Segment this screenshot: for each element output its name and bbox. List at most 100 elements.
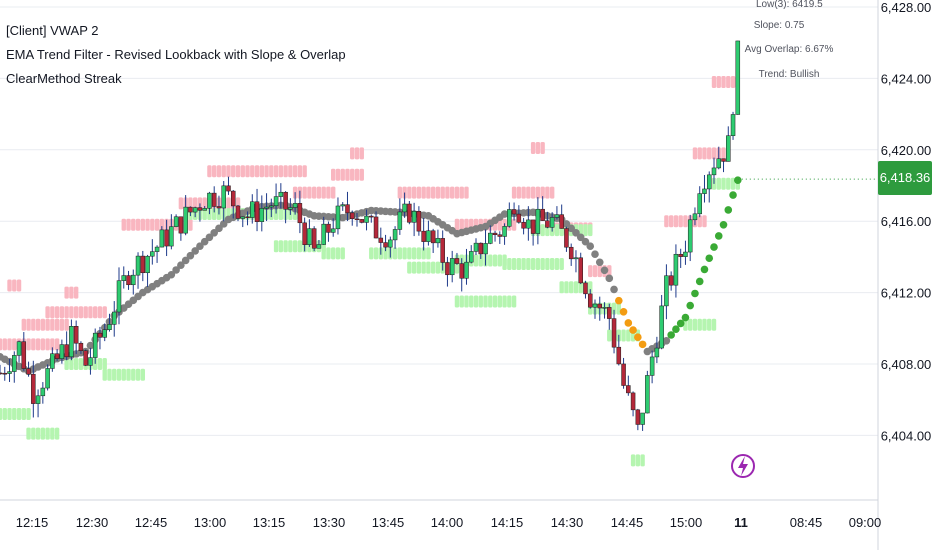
support-band-dot <box>16 407 22 420</box>
support-band-dot <box>578 281 583 294</box>
x-axis-ticks[interactable]: 12:15 12:30 12:45 13:00 13:15 13:30 13:45 14:00… <box>16 515 882 530</box>
resistance-band-dot <box>12 279 17 292</box>
candle-body <box>664 275 669 307</box>
support-band-dot <box>473 254 479 267</box>
candle-body <box>440 238 445 263</box>
resistance-band-dot <box>335 168 341 181</box>
support-band-dot <box>45 427 50 440</box>
resistance-band-dot <box>240 165 245 178</box>
support-band-dot <box>102 358 107 370</box>
resistance-band-dot <box>12 338 17 351</box>
resistance-band-dot <box>54 318 60 331</box>
resistance-band-dot <box>416 186 422 199</box>
candle-body <box>411 210 417 223</box>
candle-body <box>216 206 222 209</box>
support-band-dot <box>521 258 526 271</box>
candle-body <box>645 375 650 414</box>
support-band-dot <box>373 247 379 260</box>
ema-point <box>581 237 590 246</box>
legend-vwap[interactable]: [Client] VWAP 2 <box>6 23 99 38</box>
candle-body <box>354 218 360 221</box>
resistance-band-dot <box>50 318 55 331</box>
resistance-band-dot <box>459 218 464 231</box>
support-band-dot <box>492 254 498 267</box>
x-tick-label: 14:45 <box>611 515 644 530</box>
resistance-band-dot <box>530 186 536 199</box>
lightning-bolt-icon[interactable] <box>731 454 755 478</box>
resistance-band-dot <box>64 318 69 331</box>
support-band-dot <box>35 427 41 440</box>
candle-body <box>630 392 636 411</box>
resistance-band-dot <box>459 186 464 199</box>
support-band-dot <box>326 247 331 260</box>
candle-body <box>483 243 488 255</box>
support-band-dot <box>369 247 374 260</box>
candle-body <box>383 242 388 248</box>
resistance-band-dot <box>407 186 412 199</box>
support-band-dot <box>0 407 3 420</box>
resistance-band-dot <box>73 306 79 319</box>
ema-point <box>638 340 647 349</box>
candle-body <box>478 242 484 255</box>
support-band-dot <box>492 295 498 308</box>
candle-body <box>73 326 79 344</box>
candle-body <box>45 368 50 389</box>
support-band-dot <box>626 329 631 342</box>
level-bands <box>0 75 740 467</box>
support-band-dot <box>564 281 569 294</box>
resistance-band-dot <box>545 186 550 199</box>
support-band-dot <box>635 454 641 467</box>
candle-body <box>611 318 617 348</box>
resistance-band-dot <box>78 306 84 319</box>
x-tick-label: 12:45 <box>135 515 168 530</box>
candle-body <box>12 355 17 372</box>
legend-ema-trend-filter[interactable]: EMA Trend Filter - Revised Lookback with… <box>6 47 346 62</box>
resistance-band-dot <box>535 186 541 199</box>
ema-point <box>629 326 637 334</box>
candle-body <box>26 368 31 375</box>
candle-body <box>607 307 612 319</box>
candle-body <box>587 293 593 308</box>
legend-clearmethod-streak[interactable]: ClearMethod Streak <box>6 71 122 86</box>
resistance-band-dot <box>188 197 193 210</box>
support-band-dot <box>554 258 560 271</box>
candle-body <box>207 192 212 209</box>
candle-body <box>183 206 188 234</box>
candle-body <box>554 214 560 218</box>
candle-body <box>635 409 641 425</box>
candle-body <box>416 210 422 232</box>
resistance-band-dot <box>511 218 517 231</box>
y-axis-ticks[interactable]: 6,404.00 6,408.00 6,412.00 6,416.00 6,420.00… <box>881 0 932 443</box>
resistance-band-dot <box>426 186 431 199</box>
candle-body <box>259 208 265 222</box>
support-band-dot <box>416 261 422 274</box>
resistance-band-dot <box>69 306 74 319</box>
candle-body <box>426 230 431 242</box>
support-band-dot <box>407 247 412 260</box>
candle-body <box>721 158 726 162</box>
support-band-dot <box>683 318 688 331</box>
ema-point <box>681 313 690 322</box>
x-tick-label: 09:00 <box>849 515 882 530</box>
candle-body <box>126 275 131 286</box>
support-band-dot <box>288 240 293 253</box>
x-tick-label: 15:00 <box>670 515 703 530</box>
candle-body <box>449 258 455 276</box>
resistance-band-dot <box>16 279 22 292</box>
support-band-dot <box>540 224 545 237</box>
candle-body <box>311 228 317 249</box>
candle-body <box>283 191 288 210</box>
candle-body <box>88 357 93 366</box>
resistance-band-dot <box>45 318 50 331</box>
resistance-band-dot <box>307 186 312 199</box>
support-band-dot <box>526 258 531 271</box>
candle-body <box>473 242 479 252</box>
resistance-band-dot <box>254 165 260 178</box>
candle-body <box>50 353 55 369</box>
support-band-dot <box>297 240 303 253</box>
resistance-band-dot <box>730 75 736 88</box>
support-band-dot <box>426 247 431 260</box>
support-band-dot <box>692 318 698 331</box>
